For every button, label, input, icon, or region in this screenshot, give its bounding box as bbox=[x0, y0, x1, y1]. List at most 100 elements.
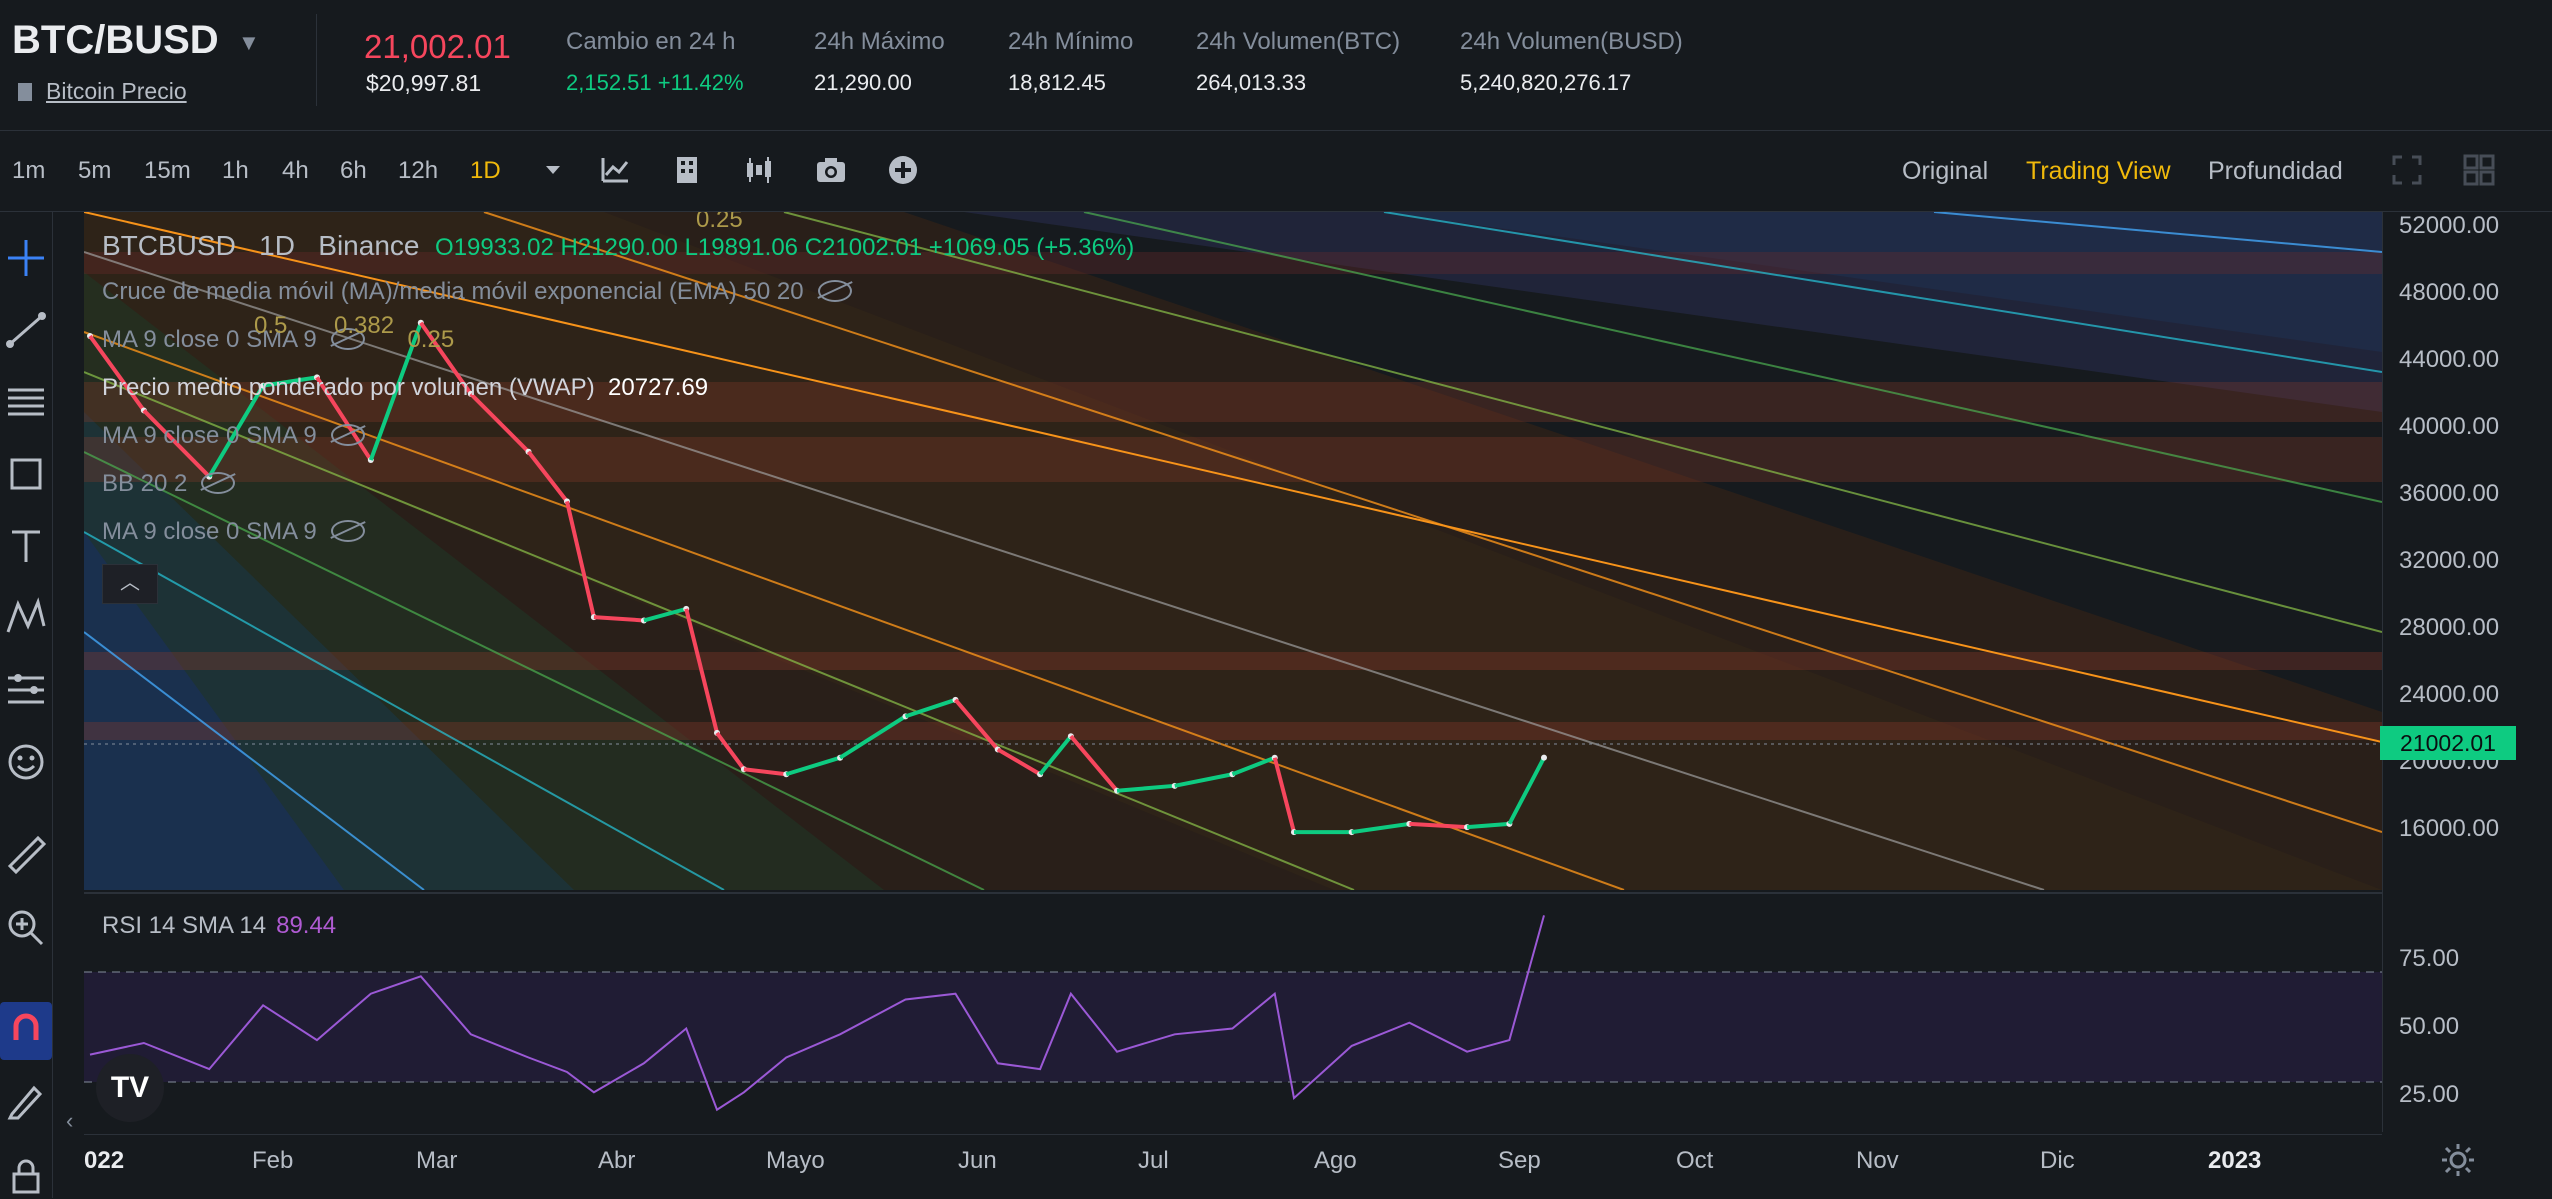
indicator-vwap[interactable]: Precio medio ponderado por volumen (VWAP… bbox=[102, 374, 708, 402]
chevron-left-icon[interactable]: ‹ bbox=[66, 1108, 74, 1133]
theme-sun-icon[interactable] bbox=[2440, 1142, 2476, 1178]
indicator-chart-icon[interactable] bbox=[598, 153, 632, 187]
timeframe-1m[interactable]: 1m bbox=[12, 157, 46, 184]
rsi-tick: 25.00 bbox=[2399, 1081, 2460, 1108]
magnet-icon[interactable] bbox=[0, 1002, 52, 1060]
timeframe-1d[interactable]: 1D bbox=[470, 157, 501, 184]
layout-grid-icon[interactable] bbox=[2462, 153, 2496, 187]
price-chart[interactable]: BTCBUSD 1D Binance O19933.02 H21290.00 L… bbox=[84, 212, 2382, 890]
eye-hidden-icon[interactable] bbox=[330, 424, 365, 446]
price-segment bbox=[593, 615, 645, 623]
rectangle-tool-icon[interactable] bbox=[4, 452, 48, 496]
timeframe-5m[interactable]: 5m bbox=[78, 157, 112, 184]
stat-value: 5,240,820,276.17 bbox=[1460, 70, 1632, 95]
time-tick: 022 bbox=[84, 1147, 125, 1174]
building-icon[interactable] bbox=[670, 153, 704, 187]
text-tool-icon[interactable] bbox=[4, 524, 48, 568]
indicator-ma-1[interactable]: MA 9 close 0 SMA 9 0.25 bbox=[102, 326, 454, 354]
indicator-ma-cross[interactable]: Cruce de media móvil (MA)/media móvil ex… bbox=[102, 278, 852, 306]
add-indicator-icon[interactable] bbox=[886, 153, 920, 187]
time-tick: Nov bbox=[1856, 1147, 1899, 1174]
price-segment bbox=[1466, 821, 1510, 830]
price-segment bbox=[368, 322, 423, 461]
tradingview-logo[interactable]: TV bbox=[96, 1054, 164, 1122]
price-axis[interactable]: 52000.00 48000.00 44000.00 40000.00 3600… bbox=[2382, 212, 2552, 1132]
fib-fan-line bbox=[1383, 212, 2382, 373]
time-tick: Mayo bbox=[766, 1147, 825, 1174]
price-segment bbox=[419, 321, 473, 396]
rsi-pane[interactable]: RSI 14 SMA 14 89.44 bbox=[84, 898, 2382, 1130]
timeframe-4h[interactable]: 4h bbox=[282, 157, 309, 184]
bitcoin-price-label[interactable]: Bitcoin Precio bbox=[46, 78, 187, 104]
price-chart-svg[interactable] bbox=[84, 212, 2382, 890]
price-segment bbox=[526, 450, 569, 503]
fib-fan-zone-navy bbox=[1384, 212, 2382, 352]
price-segment bbox=[1409, 821, 1468, 830]
eye-hidden-icon[interactable] bbox=[330, 328, 365, 350]
trend-line-icon[interactable] bbox=[4, 308, 48, 352]
timeframe-6h[interactable]: 6h bbox=[340, 157, 367, 184]
price-segment bbox=[996, 747, 1042, 776]
price-tick: 36000.00 bbox=[2399, 480, 2500, 507]
indicator-label: MA 9 close 0 SMA 9 bbox=[102, 518, 317, 545]
fib-fan-line bbox=[483, 212, 2382, 833]
price-segment bbox=[715, 731, 746, 771]
time-tick: Sep bbox=[1498, 1147, 1541, 1174]
eye-hidden-icon[interactable] bbox=[201, 472, 236, 494]
caret-down-icon[interactable] bbox=[536, 153, 570, 187]
last-price: 21,002.01 bbox=[364, 28, 511, 65]
fib-fan-line bbox=[84, 531, 725, 890]
legend-symbol: BTCBUSD bbox=[102, 230, 236, 261]
crosshair-icon[interactable] bbox=[4, 236, 48, 280]
view-depth[interactable]: Profundidad bbox=[2208, 157, 2343, 185]
price-segment bbox=[1231, 755, 1276, 777]
stat-24h-volume-busd: 24h Volumen(BUSD) 5,240,820,276.17 bbox=[1460, 28, 1683, 96]
fib-fan-line bbox=[84, 251, 2045, 890]
legend-ohlc: O19933.02 H21290.00 L19891.06 C21002.01 … bbox=[435, 234, 1135, 261]
eye-hidden-icon[interactable] bbox=[330, 520, 365, 542]
price-segment bbox=[1507, 756, 1546, 825]
rsi-line bbox=[89, 915, 1545, 1112]
bitcoin-price-link[interactable]: Bitcoin Precio bbox=[18, 78, 187, 105]
horizontal-lines-icon[interactable] bbox=[4, 380, 48, 424]
rsi-chart-svg[interactable] bbox=[84, 898, 2382, 1130]
camera-icon[interactable] bbox=[814, 153, 848, 187]
pencil-lock-icon[interactable] bbox=[4, 1078, 48, 1122]
indicator-ma-2[interactable]: MA 9 close 0 SMA 9 bbox=[102, 422, 365, 450]
price-segment bbox=[684, 608, 719, 734]
legend-exchange: Binance bbox=[318, 230, 420, 261]
price-series bbox=[87, 319, 1547, 836]
timeframe-1h[interactable]: 1h bbox=[222, 157, 249, 184]
timeframe-15m[interactable]: 15m bbox=[144, 157, 191, 184]
ruler-icon[interactable] bbox=[4, 832, 48, 876]
price-segment bbox=[315, 376, 373, 462]
stat-24h-high: 24h Máximo 21,290.00 bbox=[814, 28, 945, 96]
fib-label: 0.25 bbox=[696, 212, 743, 233]
time-axis[interactable]: 022 Feb Mar Abr Mayo Jun Jul Ago Sep Oct… bbox=[84, 1134, 2382, 1199]
view-original[interactable]: Original bbox=[1902, 157, 1989, 185]
prediction-tool-icon[interactable] bbox=[4, 668, 48, 712]
rsi-label: RSI 14 SMA 14 bbox=[102, 912, 267, 939]
collapse-legend-button[interactable]: ︿ bbox=[102, 564, 158, 604]
zoom-in-icon[interactable] bbox=[4, 906, 48, 950]
price-tick: 32000.00 bbox=[2399, 547, 2500, 574]
lock-icon[interactable] bbox=[4, 1154, 48, 1198]
price-segment bbox=[785, 755, 841, 777]
candlestick-icon[interactable] bbox=[742, 153, 776, 187]
fib-label: 0.5 bbox=[254, 312, 288, 339]
indicator-ma-3[interactable]: MA 9 close 0 SMA 9 bbox=[102, 518, 365, 546]
fib-fan-line bbox=[783, 212, 2382, 633]
price-segment bbox=[469, 392, 530, 454]
view-trading-view[interactable]: Trading View bbox=[2026, 157, 2171, 185]
chevron-down-icon[interactable]: ▼ bbox=[238, 30, 260, 55]
price-tick: 52000.00 bbox=[2399, 212, 2500, 239]
indicator-bb[interactable]: BB 20 2 bbox=[102, 470, 236, 498]
timeframe-12h[interactable]: 12h bbox=[398, 157, 439, 184]
fib-label: 0.382 bbox=[334, 312, 395, 339]
emoji-icon[interactable] bbox=[4, 740, 48, 784]
eye-hidden-icon[interactable] bbox=[817, 280, 852, 302]
pattern-tool-icon[interactable] bbox=[4, 596, 48, 640]
time-tick: Abr bbox=[598, 1147, 636, 1174]
pair-title[interactable]: BTC/BUSD bbox=[12, 18, 219, 62]
fullscreen-icon[interactable] bbox=[2390, 153, 2424, 187]
